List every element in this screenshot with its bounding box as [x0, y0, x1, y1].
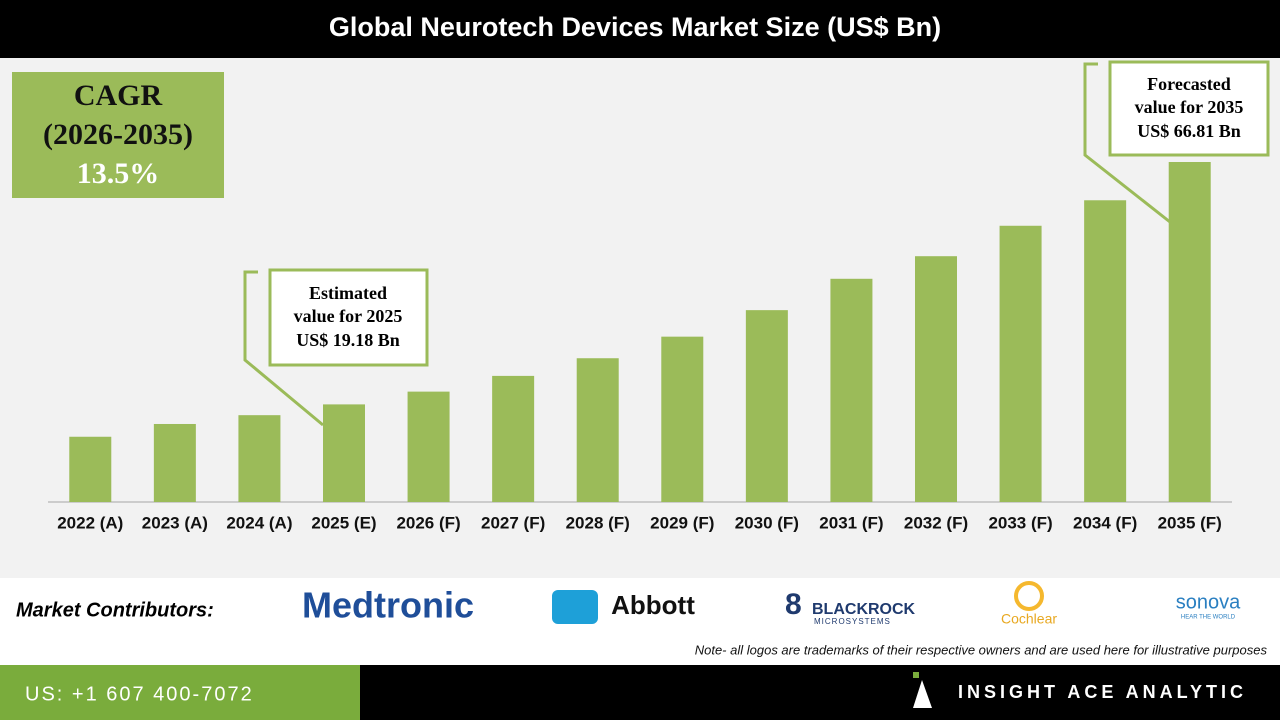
cagr-label: CAGR [74, 79, 163, 112]
bar [830, 278, 873, 502]
bar [69, 436, 112, 502]
callout-text: Forecasted [1147, 74, 1231, 94]
bar [999, 225, 1042, 502]
callout-2035: Forecasted value for 2035 US$ 66.81 Bn [1083, 60, 1270, 224]
title-bar [0, 0, 1280, 58]
x-tick-label: 2022 (A) [57, 513, 123, 532]
callout-text: value for 2035 [1135, 97, 1244, 117]
logo: sonova [1176, 591, 1241, 613]
bar [492, 375, 535, 502]
x-tick-label: 2023 (A) [142, 513, 208, 532]
x-tick-label: 2035 (F) [1158, 513, 1222, 532]
bar [323, 404, 365, 502]
callout-connector [243, 270, 324, 427]
x-tick-label: 2026 (F) [396, 513, 460, 532]
callout-box [1108, 60, 1270, 157]
x-tick-label: 2028 (F) [566, 513, 630, 532]
logo: Abbott [611, 590, 695, 620]
x-tick-label: 2034 (F) [1073, 513, 1137, 532]
x-tick-label: 2024 (A) [226, 513, 292, 532]
x-tick-label: 2030 (F) [735, 513, 799, 532]
x-tick-label: 2025 (E) [311, 513, 376, 532]
callout-2025: Estimated value for 2025 US$ 19.18 Bn [243, 268, 429, 427]
x-tick-label: 2033 (F) [988, 513, 1052, 532]
x-tick-label: 2029 (F) [650, 513, 714, 532]
bar [661, 336, 704, 502]
brand-icon [913, 680, 932, 708]
x-tick-label: 2032 (F) [904, 513, 968, 532]
logo-icon: 8 [785, 588, 802, 621]
callout-box [268, 268, 429, 367]
bar [915, 256, 957, 502]
logo: BLACKROCK [812, 601, 916, 618]
x-tick-label: 2027 (F) [481, 513, 545, 532]
cagr-box [12, 72, 224, 198]
cagr-value: 13.5% [77, 157, 160, 190]
logo-icon [1014, 581, 1044, 611]
logo: MICROSYSTEMS [814, 617, 891, 626]
brand-icon [913, 672, 919, 678]
footer-left [0, 665, 360, 720]
contributors-label: Market Contributors: [16, 599, 214, 621]
bar [407, 391, 450, 502]
phone: US: +1 607 400-7072 [25, 683, 254, 705]
logo: Medtronic [302, 585, 474, 626]
x-tick-label: 2031 (F) [819, 513, 883, 532]
bar [238, 415, 281, 502]
cagr-period: (2026-2035) [43, 118, 193, 151]
bar [576, 358, 619, 502]
callout-connector [1083, 62, 1171, 224]
callout-text: US$ 19.18 Bn [296, 330, 400, 350]
bar [153, 423, 196, 502]
chart-title: Global Neurotech Devices Market Size (US… [329, 12, 941, 42]
note: Note- all logos are trademarks of their … [695, 642, 1268, 657]
callout-text: US$ 66.81 Bn [1137, 121, 1241, 141]
logo: HEAR THE WORLD [1181, 615, 1236, 621]
logo: Cochlear [1001, 611, 1057, 627]
callout-text: value for 2025 [294, 306, 403, 326]
bar [1084, 200, 1127, 502]
brand: INSIGHT ACE ANALYTIC [958, 682, 1247, 702]
logo-icon [552, 590, 598, 624]
bar [1168, 162, 1211, 502]
footer-right [360, 665, 1280, 720]
callout-text: Estimated [309, 283, 387, 303]
bar [745, 310, 788, 502]
